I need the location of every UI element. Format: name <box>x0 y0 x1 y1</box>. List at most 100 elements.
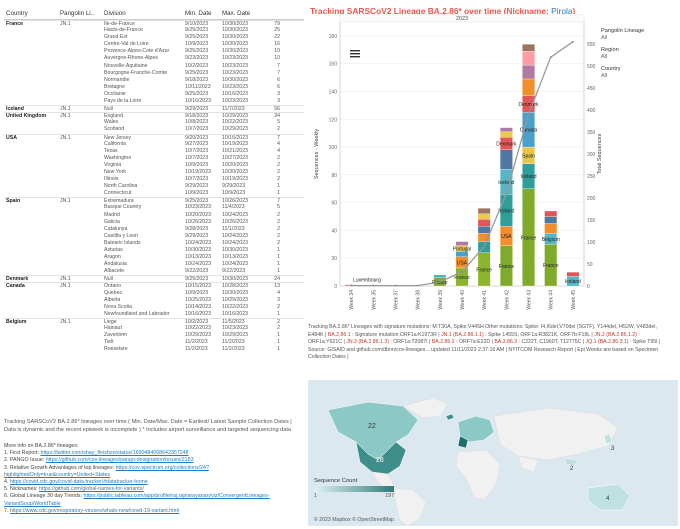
table-cell-min-date: 10/25/2023 <box>185 296 211 303</box>
table-cell-division: Centre-Val de Loire <box>104 41 149 48</box>
table-row[interactable]: Roeselare 11/2/2023 11/2/2023 1 <box>4 346 304 353</box>
table-cell-max-date: 10/16/2023 <box>222 90 248 97</box>
table-row[interactable]: United Kingdom JN.1 England 9/18/2023 10/29/… <box>4 112 304 119</box>
table-row[interactable]: New York 10/19/2023 10/30/2023 2 <box>4 169 304 176</box>
table-cell-min-date: 10/19/2023 <box>185 168 211 175</box>
table-row[interactable]: Illinois 10/7/2023 10/19/2023 2 <box>4 176 304 183</box>
x-tick-label: Week 35 <box>371 290 377 310</box>
header-country[interactable]: Country <box>6 10 28 17</box>
table-cell-max-date: 10/30/2023 <box>222 48 248 55</box>
table-row[interactable]: Nouvelle-Aquitaine 10/2/2023 10/23/2023 7 <box>4 63 304 70</box>
table-footnote: Tracking SARSCoV2 BA.2.86* lineages over… <box>4 419 292 433</box>
header-division[interactable]: Division <box>104 10 126 17</box>
header-min-date[interactable]: Min. Date <box>185 10 212 17</box>
table-row[interactable]: Wales 10/8/2023 10/22/2023 5 <box>4 119 304 126</box>
table-cell-min-date: 9/25/2023 <box>185 276 209 283</box>
table-row[interactable]: Denmark JN.1 Null 9/25/2023 10/30/2023 24 <box>4 275 304 282</box>
table-row[interactable]: Newfoundland and Labrador 10/16/2023 10/16… <box>4 311 304 318</box>
table-row[interactable]: Scotland 10/7/2023 10/29/2023 2 <box>4 126 304 133</box>
map-region-japan[interactable] <box>603 433 613 445</box>
table-row[interactable]: North Carolina 9/29/2023 9/29/2023 1 <box>4 183 304 190</box>
header-max-date[interactable]: Max. Date <box>222 10 251 17</box>
table-row[interactable]: Normandie 9/18/2023 10/30/2023 6 <box>4 77 304 84</box>
table-row[interactable]: Quebec 10/9/2023 10/30/2023 4 <box>4 290 304 297</box>
table-row[interactable]: Castilla y Leon 9/29/2023 10/24/2023 2 <box>4 233 304 240</box>
table-row[interactable]: Asturias 10/30/2023 10/30/2023 1 <box>4 247 304 254</box>
desc-text: : ORF1a:Y621C | <box>308 331 640 346</box>
more-info-link[interactable]: https://twitter.com/shay_fleishon/status… <box>40 450 189 457</box>
bar-segment-label: Canada <box>520 128 538 134</box>
table-row[interactable]: Provence-Alpes-Cote d'Azur 9/25/2023 10/30… <box>4 48 304 55</box>
table-cell-division: Albacete <box>104 268 125 275</box>
table-row[interactable]: Belgium JN.1 Liege 10/2/2023 11/5/2023 2 <box>4 317 304 325</box>
map-region-iceland[interactable] <box>445 413 455 421</box>
table-row[interactable]: Canada JN.1 Ontario 10/15/2023 10/28/2023 13 <box>4 282 304 289</box>
table-row[interactable]: Virginia 10/9/2023 10/20/2023 2 <box>4 162 304 169</box>
table-row[interactable]: Connecticut 10/9/2023 10/9/2023 1 <box>4 190 304 197</box>
table-cell-min-date: 10/8/2023 <box>185 119 209 126</box>
table-cell-division: Normandie <box>104 76 130 83</box>
map-region-australia[interactable] <box>587 483 631 511</box>
table-row[interactable]: Tielt 11/2/2023 11/2/2023 1 <box>4 339 304 346</box>
desc-text: : ORF1a:T2087I | <box>388 339 432 346</box>
more-info-link[interactable]: https://cov-spectrum.org/collections/24?… <box>4 464 209 478</box>
table-row[interactable]: Albacete 9/22/2023 9/22/2023 1 <box>4 268 304 275</box>
more-info-link[interactable]: https://public.tableau.com/app/profile/r… <box>4 493 270 507</box>
table-row[interactable]: Aragon 10/13/2023 10/13/2023 1 <box>4 254 304 261</box>
table-row[interactable]: Catalunya 9/28/2023 11/1/2023 2 <box>4 226 304 233</box>
filter-country-value[interactable]: All <box>601 73 608 79</box>
table-row[interactable]: Nova Scotia 10/14/2023 10/22/2023 2 <box>4 304 304 311</box>
table-row[interactable]: Alberta 10/25/2023 10/29/2023 3 <box>4 297 304 304</box>
more-info-link[interactable]: https://covid.cdc.gov/covid-data-tracker… <box>9 479 148 486</box>
table-row[interactable]: Texas 10/7/2023 10/21/2023 4 <box>4 148 304 155</box>
table-cell-max-date: 11/2/2023 <box>222 339 245 346</box>
table-row[interactable]: Spain JN.1 Extremadura 9/25/2023 10/26/2023 7 <box>4 197 304 204</box>
nickname-link[interactable]: Pirola <box>551 6 573 16</box>
table-cell-count: 1 <box>277 346 280 353</box>
table-row[interactable]: Pays de la Loire 10/16/2023 10/23/2023 3 <box>4 98 304 105</box>
more-info-link[interactable]: https://github.com/cov-lineages/pango-de… <box>45 457 194 464</box>
table-row[interactable]: Centre-Val de Loire 10/9/2023 10/30/2023 16 <box>4 41 304 48</box>
table-row[interactable]: Occitanie 9/25/2023 10/16/2023 3 <box>4 91 304 98</box>
table-cell-max-date: 10/22/2023 <box>222 119 248 126</box>
table-row[interactable]: Andalusia 10/24/2023 10/24/2023 1 <box>4 261 304 268</box>
chart-title: Tracking SARSCoV2 Lineage BA.2.86* over … <box>310 6 575 16</box>
bar-segment <box>500 149 513 170</box>
more-info-link[interactable]: https://www.cdc.gov/respiratory-viruses/… <box>9 507 180 514</box>
table-cell-division: Ontario <box>104 283 122 290</box>
table-row[interactable]: France JN.1 Ile-de-France 9/10/2023 10/30/20… <box>4 20 304 27</box>
world-map[interactable]: 22 28 2 4 3 <box>308 380 678 526</box>
table-cell-count: 2 <box>277 232 280 239</box>
bar-segment-label: Denmark <box>496 142 517 148</box>
table-row[interactable]: USA JN.1 New Jersey 9/20/2023 10/16/2023 7 <box>4 133 304 141</box>
table-row[interactable]: Madrid 10/20/2023 10/24/2023 2 <box>4 212 304 219</box>
table-row[interactable]: Bourgogne-Franche-Comte 9/25/2023 10/23/20… <box>4 70 304 77</box>
table-row[interactable]: Galicia 10/26/2023 10/26/2023 2 <box>4 219 304 226</box>
table-cell-max-date: 10/13/2023 <box>222 254 248 261</box>
table-row[interactable]: Auvergne-Rhone-Alpes 9/23/2023 10/23/2023 1… <box>4 55 304 62</box>
map-region-china[interactable] <box>563 457 579 467</box>
filter-pangolin-value[interactable]: All <box>601 35 608 41</box>
table-cell-count: 4 <box>277 289 280 296</box>
table-row[interactable]: Hauts-de-France 9/25/2023 10/30/2023 25 <box>4 27 304 34</box>
desc-lineage: BA.2.86.1 <box>327 331 351 338</box>
table-row[interactable]: Grand Est 9/25/2023 10/30/2023 22 <box>4 34 304 41</box>
header-lineage[interactable]: Pangolin Li.. <box>60 10 95 17</box>
table-row[interactable]: Zaventem 10/29/2023 10/29/2023 1 <box>4 332 304 339</box>
table-row[interactable]: Basque Country 10/23/2023 11/4/2023 5 <box>4 204 304 211</box>
bar-segment-label: Luxembourg <box>353 278 381 284</box>
table-cell-division: New Jersey <box>104 134 132 141</box>
map-region-usa[interactable] <box>355 441 407 475</box>
table-row[interactable]: Iceland JN.1 Null 9/29/2023 11/7/2023 56 <box>4 105 304 112</box>
more-info-item: 3. Relative Growth Advantages of top lin… <box>4 465 304 479</box>
left-tick-label: 40 <box>331 228 337 234</box>
table-row[interactable]: Balearic Islands 10/24/2023 10/24/2023 2 <box>4 240 304 247</box>
map-region-france[interactable] <box>457 435 469 449</box>
table-row[interactable]: Bretagne 10/11/2023 10/23/2023 6 <box>4 84 304 91</box>
table-row[interactable]: Hainaut 10/22/2023 10/23/2023 2 <box>4 325 304 332</box>
table-row[interactable]: Washington 10/7/2023 10/27/2023 2 <box>4 155 304 162</box>
more-info-link[interactable]: https://github.com/global-names-for-vari… <box>39 486 144 493</box>
table-cell-division: North Carolina <box>104 183 138 190</box>
filter-region-value[interactable]: All <box>601 54 608 60</box>
table-row[interactable]: California 9/27/2023 10/19/2023 4 <box>4 141 304 148</box>
